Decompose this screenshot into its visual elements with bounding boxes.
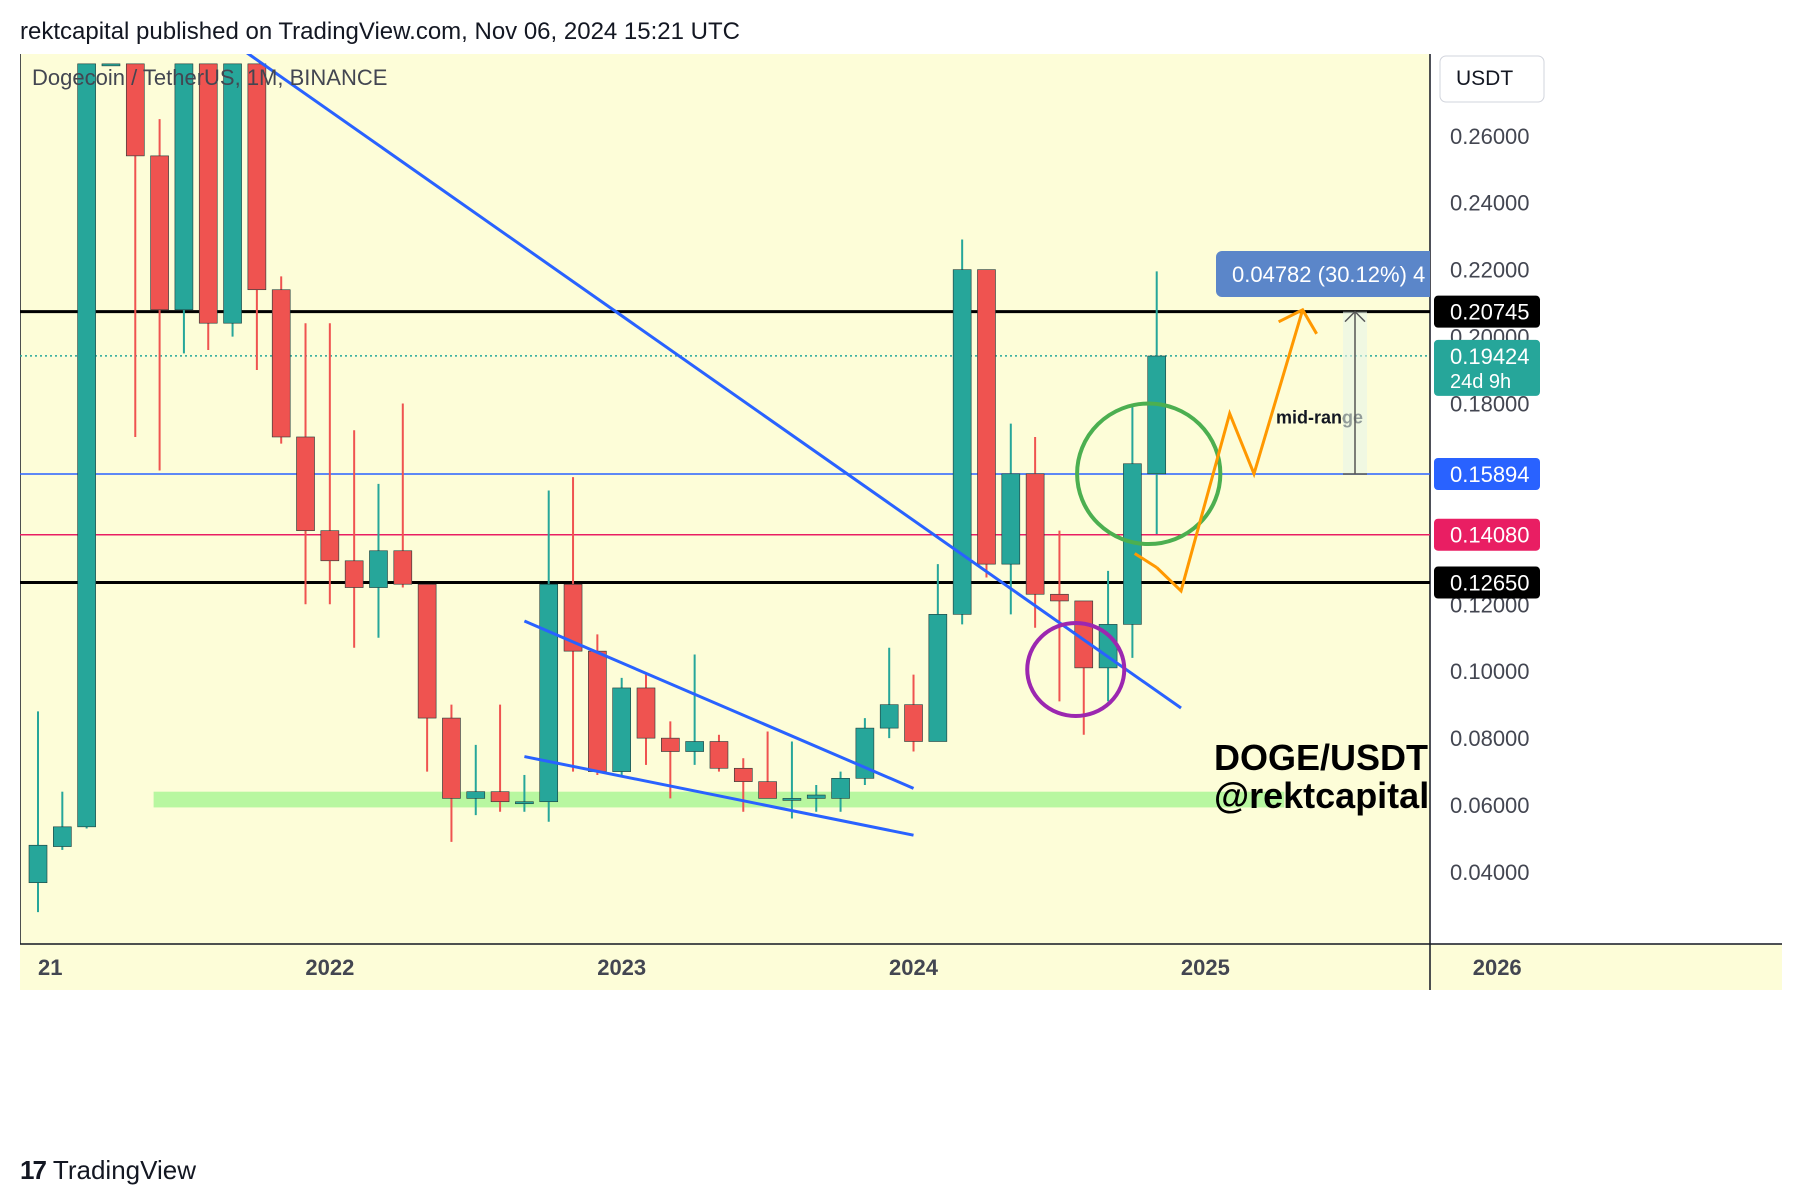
y-tick-label-9: 0.26000 [1450,124,1530,149]
watermark-line-1: @rektcapital [1214,775,1429,816]
candle-body-37 [928,614,948,742]
x-tick-label-2: 2023 [597,955,646,980]
candle-body-22 [563,583,583,652]
candle-body-33 [831,778,850,799]
candle-body-30 [758,781,777,799]
candle-body-0 [28,844,48,884]
candle-body-9 [247,63,267,291]
candle-body-2 [77,63,96,828]
level-label-2: 0.14080 [1450,523,1530,548]
last-price-box [1434,339,1540,396]
candle-body-23 [588,650,607,772]
level-label-box-2 [1434,518,1540,551]
candle-body-35 [879,704,899,729]
y-tick-label-7: 0.22000 [1450,258,1530,283]
candle-body-1 [53,826,72,847]
candle-body-11 [296,436,315,531]
tradingview-wordmark: TradingView [52,1155,196,1185]
last-price-countdown: 24d 9h [1450,371,1511,393]
candle-body-4 [125,63,145,157]
candle-body-5 [150,155,169,311]
candle-body-28 [709,741,729,769]
annotation-label-0: mid-range [1276,408,1363,428]
candle-body-12 [320,530,340,562]
level-label-0: 0.20745 [1450,300,1530,325]
candle-body-38 [952,269,972,615]
level-label-box-1 [1434,457,1540,490]
candle-body-41 [1025,473,1045,595]
price-axis-background [1430,54,1782,944]
chart-area[interactable]: mid-range 0.04782 (30.12%) 4 Dogecoin / Te… [19,54,1782,1138]
candle-body-31 [782,798,802,801]
plot-layer: mid-range 0.04782 (30.12%) 4 Dogecoin / Te… [20,54,1430,913]
x-tick-label-3: 2024 [889,955,939,980]
candle-body-7 [198,63,218,324]
candle-body-29 [733,767,753,782]
level-label-box-3 [1434,566,1540,599]
level-label-1: 0.15894 [1450,462,1530,487]
candle-body-3 [101,63,121,67]
highlight-circle-0 [1075,401,1223,547]
candle-body-20 [515,801,534,805]
currency-button-label: USDT [1456,67,1513,90]
candle-body-10 [271,289,291,438]
projection-tail [1133,552,1158,569]
candle-body-24 [612,687,631,772]
candle-body-6 [174,63,194,311]
level-label-box-0 [1434,295,1540,328]
candle-body-46 [1147,355,1167,475]
footer-brand: 17 TradingView [20,1155,196,1186]
level-label-3: 0.12650 [1450,571,1530,596]
candlestick-chart[interactable]: mid-range 0.04782 (30.12%) 4 Dogecoin / Te… [19,54,1782,1138]
candle-body-15 [393,550,413,585]
candle-body-26 [661,737,680,752]
highlight-circle-1 [1025,621,1127,719]
candle-body-16 [417,583,437,719]
candle-body-8 [223,63,242,324]
projection-arrowhead [1277,307,1318,335]
candle-body-21 [539,583,559,803]
tradingview-logo: 17 [20,1155,47,1185]
measure-label-box [1216,251,1430,297]
chart-title: Dogecoin / TetherUS, 1M, BINANCE [32,65,387,90]
last-price-label: 0.19424 [1450,344,1530,369]
y-tick-label-3: 0.10000 [1450,659,1530,684]
x-tick-label-5: 2026 [1473,955,1522,980]
y-tick-label-0: 0.04000 [1450,860,1530,885]
x-tick-label-4: 2025 [1181,955,1230,980]
candle-body-27 [685,741,704,752]
candle-body-14 [369,550,388,588]
candle-body-13 [344,560,364,588]
watermark-line-0: DOGE/USDT [1214,737,1428,778]
candle-body-32 [806,794,826,799]
x-tick-label-0: 21 [38,955,62,980]
candle-body-18 [466,791,486,799]
candle-body-25 [636,687,656,739]
candle-body-17 [442,717,461,799]
x-tick-label-1: 2022 [305,955,354,980]
trendline-0 [245,54,1182,710]
measure-label: 0.04782 (30.12%) 4 [1232,262,1425,287]
y-tick-label-2: 0.08000 [1450,726,1530,751]
time-axis-background [20,944,1782,990]
y-tick-label-1: 0.06000 [1450,793,1530,818]
support-zone [153,791,1285,808]
publish-caption: rektcapital published on TradingView.com… [20,18,740,45]
trendline-1 [523,619,915,790]
candle-body-42 [1050,593,1069,602]
y-tick-label-8: 0.24000 [1450,191,1530,216]
candle-body-36 [904,704,923,742]
currency-button [1439,55,1545,103]
measure-arrow [1344,310,1366,323]
projection-path [1155,309,1305,594]
candle-body-19 [490,791,510,803]
candle-body-39 [977,269,996,565]
trendline-2 [524,755,914,837]
candle-body-40 [1001,473,1021,565]
